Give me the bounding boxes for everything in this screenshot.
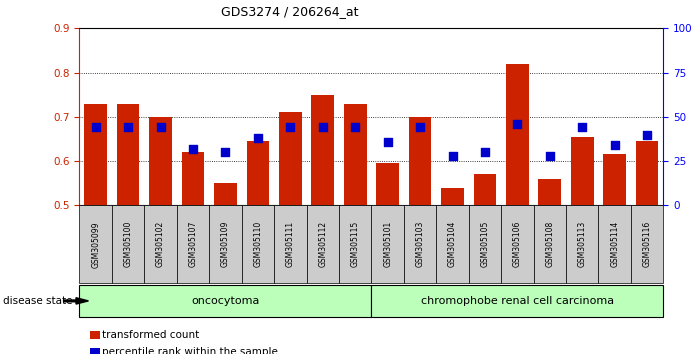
Text: GSM305099: GSM305099 (91, 221, 100, 268)
Point (545, 153, 556, 159)
Bar (538, 179, 561, 205)
Point (187, 146, 198, 152)
Bar (506, 64, 529, 205)
Text: disease state: disease state (3, 296, 73, 306)
Text: GSM305101: GSM305101 (383, 221, 392, 267)
Point (609, 142, 621, 148)
Bar (279, 113, 302, 205)
Point (480, 149, 491, 155)
Bar (571, 137, 594, 205)
Bar (84, 104, 107, 205)
Bar (182, 152, 205, 205)
Text: GSM305113: GSM305113 (578, 221, 587, 267)
Text: GSM305109: GSM305109 (221, 221, 230, 268)
Point (122, 125, 133, 130)
Text: GSM305112: GSM305112 (319, 221, 328, 267)
Text: transformed count: transformed count (102, 330, 200, 340)
Bar (473, 175, 496, 205)
Text: GSM305106: GSM305106 (513, 221, 522, 268)
Text: GSM305100: GSM305100 (124, 221, 133, 268)
Bar (636, 141, 659, 205)
Bar (117, 104, 140, 205)
Bar (149, 117, 172, 205)
Point (220, 149, 231, 155)
Bar (312, 95, 334, 205)
Bar (441, 188, 464, 205)
Text: GSM305116: GSM305116 (643, 221, 652, 267)
Point (577, 125, 588, 130)
Point (317, 125, 328, 130)
Text: GSM305108: GSM305108 (545, 221, 554, 267)
Text: GSM305111: GSM305111 (286, 221, 295, 267)
Text: GSM305104: GSM305104 (448, 221, 457, 268)
Text: oncocytoma: oncocytoma (191, 296, 260, 306)
Point (285, 125, 296, 130)
Text: chromophobe renal cell carcinoma: chromophobe renal cell carcinoma (421, 296, 614, 306)
Point (382, 139, 393, 144)
Bar (603, 154, 626, 205)
Text: GSM305107: GSM305107 (189, 221, 198, 268)
Point (512, 121, 523, 127)
Point (155, 125, 166, 130)
Text: GSM305105: GSM305105 (480, 221, 489, 268)
Bar (344, 104, 366, 205)
Point (350, 125, 361, 130)
Bar (214, 183, 237, 205)
Point (447, 153, 458, 159)
Bar (377, 163, 399, 205)
Bar (408, 117, 431, 205)
Text: GDS3274 / 206264_at: GDS3274 / 206264_at (222, 5, 359, 18)
Point (642, 132, 653, 137)
Point (90, 125, 101, 130)
Point (415, 125, 426, 130)
Text: percentile rank within the sample: percentile rank within the sample (102, 347, 278, 354)
Point (252, 135, 263, 141)
Text: GSM305114: GSM305114 (610, 221, 619, 267)
Text: GSM305103: GSM305103 (415, 221, 424, 268)
Text: GSM305102: GSM305102 (156, 221, 165, 267)
Text: GSM305115: GSM305115 (351, 221, 360, 267)
Text: GSM305110: GSM305110 (254, 221, 263, 267)
Bar (247, 141, 269, 205)
